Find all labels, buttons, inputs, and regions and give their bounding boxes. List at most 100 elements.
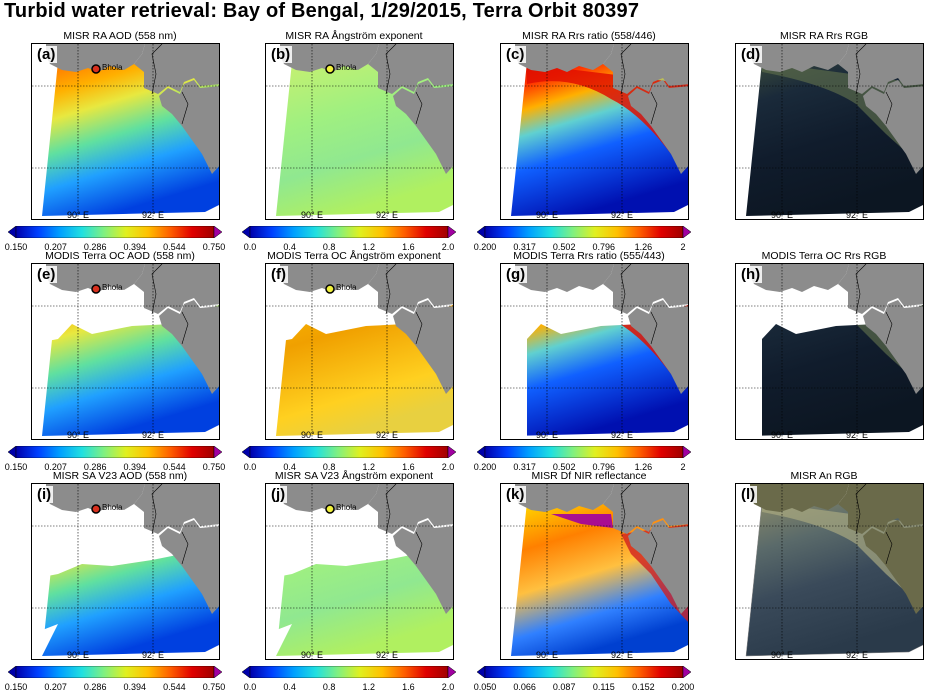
land-north [750, 44, 849, 72]
colorbar-tick-label: 0.207 [44, 462, 67, 472]
colorbar-image [242, 226, 456, 238]
panel-title: MISR An RGB [790, 470, 858, 482]
colorbar [242, 666, 456, 680]
colorbar-ticks: 0.0 0.4 0.8 1.2 1.6 2.0 [242, 242, 456, 254]
map-plot: (b)Bhola22° N20° N90° E92° E [265, 43, 454, 220]
panel-title: MODIS Terra OC Ångström exponent [267, 250, 441, 262]
colorbar-image [8, 446, 222, 458]
colorbar-tick-label: 0.200 [473, 462, 497, 472]
map-plot: (e)Bhola22° N20° N90° E92° E [31, 263, 220, 440]
land-east [159, 300, 219, 394]
map-panel: MODIS Terra OC Ångström exponent (f) Bhola… [234, 250, 469, 480]
map-image [32, 484, 219, 659]
land-northeast [838, 264, 923, 314]
site-label: Bhola [102, 63, 123, 72]
land-northeast [368, 44, 453, 94]
colorbar-ticks: 0.150 0.207 0.286 0.394 0.544 0.750 [5, 462, 226, 474]
colorbar-tick-label: 1.2 [362, 682, 376, 692]
land-north [515, 44, 614, 72]
colorbar-tick-label: 0.115 [592, 682, 615, 692]
colorbar-tick-label: 0.394 [123, 242, 147, 252]
land-east [628, 80, 688, 174]
lon-label: 92° E [141, 210, 165, 220]
panel-letter: (c) [504, 46, 527, 63]
land-east [393, 520, 453, 614]
colorbar-tick-label: 0.0 [243, 462, 257, 472]
lon-label: 92° E [141, 650, 165, 660]
colorbar-tick-label: 2 [680, 462, 686, 472]
panel-letter: (a) [35, 46, 58, 63]
colorbar-tick-label: 0.066 [513, 682, 536, 692]
land-north [46, 264, 145, 292]
land-east [863, 80, 923, 174]
colorbar-tick-label: 0.544 [163, 242, 186, 252]
colorbar-tick-label: 1.26 [634, 242, 653, 252]
land-north [280, 44, 379, 72]
colorbar-tick-label: 0.394 [123, 462, 147, 472]
colorbar-tick-label: 0.750 [202, 682, 226, 692]
lon-label: 92° E [610, 650, 634, 660]
land-northeast [368, 264, 453, 314]
colorbar-tick-label: 0.4 [283, 462, 296, 472]
map-panel: MISR Df NIR reflectance(k)22° N20° N90° … [469, 470, 704, 700]
colorbar-tick-label: 0.394 [123, 682, 147, 692]
panel-letter: (b) [269, 46, 293, 63]
lon-label: 90° E [300, 210, 324, 220]
colorbar [242, 446, 456, 460]
panel-letter: (g) [504, 266, 528, 283]
lon-label: 90° E [535, 650, 559, 660]
map-plot: (d)22° N20° N90° E92° E [735, 43, 924, 220]
land-northeast [838, 44, 923, 94]
panel-letter: (d) [739, 46, 763, 63]
land-east [393, 80, 453, 174]
colorbar-tick-label: 0.796 [592, 242, 616, 252]
lon-label: 92° E [845, 650, 869, 660]
panel-title: MISR RA Rrs ratio (558/446) [522, 30, 656, 42]
map-plot: (k)22° N20° N90° E92° E [500, 483, 689, 660]
colorbar-tick-label: 0.286 [83, 682, 107, 692]
land-north [515, 264, 614, 292]
map-image [736, 484, 923, 659]
site-marker [91, 64, 101, 74]
map-image [736, 44, 923, 219]
map-plot: (c)22° N20° N90° E92° E [500, 43, 689, 220]
colorbar-tick-label: 0.750 [202, 242, 226, 252]
colorbar-tick-label: 0.4 [283, 242, 296, 252]
site-label: Bhola [336, 63, 357, 72]
land-northeast [603, 264, 688, 314]
land-north [515, 484, 614, 512]
colorbar-tick-label: 2.0 [441, 242, 455, 252]
colorbar-tick-label: 1.26 [634, 462, 653, 472]
colorbar-tick-label: 0.317 [513, 242, 536, 252]
land-north [280, 484, 379, 512]
colorbar [8, 446, 222, 460]
colorbar-tick-label: 0.152 [632, 682, 655, 692]
land-north [280, 264, 379, 292]
map-image [501, 484, 688, 659]
land-north [46, 44, 145, 72]
panel-title: MISR SA V23 AOD (558 nm) [52, 470, 188, 482]
colorbar-tick-label: 1.6 [402, 242, 415, 252]
land-east [863, 300, 923, 394]
map-image [266, 44, 453, 219]
colorbar-tick-label: 0.286 [83, 242, 107, 252]
colorbar-tick-label: 1.6 [402, 682, 415, 692]
panel-title: MODIS Terra Rrs ratio (555/443) [513, 250, 665, 262]
colorbar-tick-label: 0.544 [163, 682, 186, 692]
land-east [628, 520, 688, 614]
colorbar-tick-label: 2 [680, 242, 686, 252]
figure-title: Turbid water retrieval: Bay of Bengal, 1… [4, 0, 640, 22]
map-panel: MISR RA AOD (558 nm)(a)Bhola22° N20° N90… [0, 30, 235, 260]
panel-title: MISR RA Ångström exponent [285, 30, 423, 42]
panel-letter: (e) [35, 266, 58, 283]
panel-letter: (j) [269, 486, 288, 503]
lon-label: 90° E [300, 650, 324, 660]
colorbar-tick-label: 0.207 [44, 242, 67, 252]
colorbar-tick-label: 0.087 [552, 682, 576, 692]
panel-title: MODIS Terra OC Rrs RGB [761, 250, 887, 262]
site-marker [325, 504, 335, 514]
site-marker [91, 284, 101, 294]
map-plot: (a)Bhola22° N20° N90° E92° E [31, 43, 220, 220]
map-image [501, 44, 688, 219]
map-plot: (l)22° N20° N90° E92° E [735, 483, 924, 660]
